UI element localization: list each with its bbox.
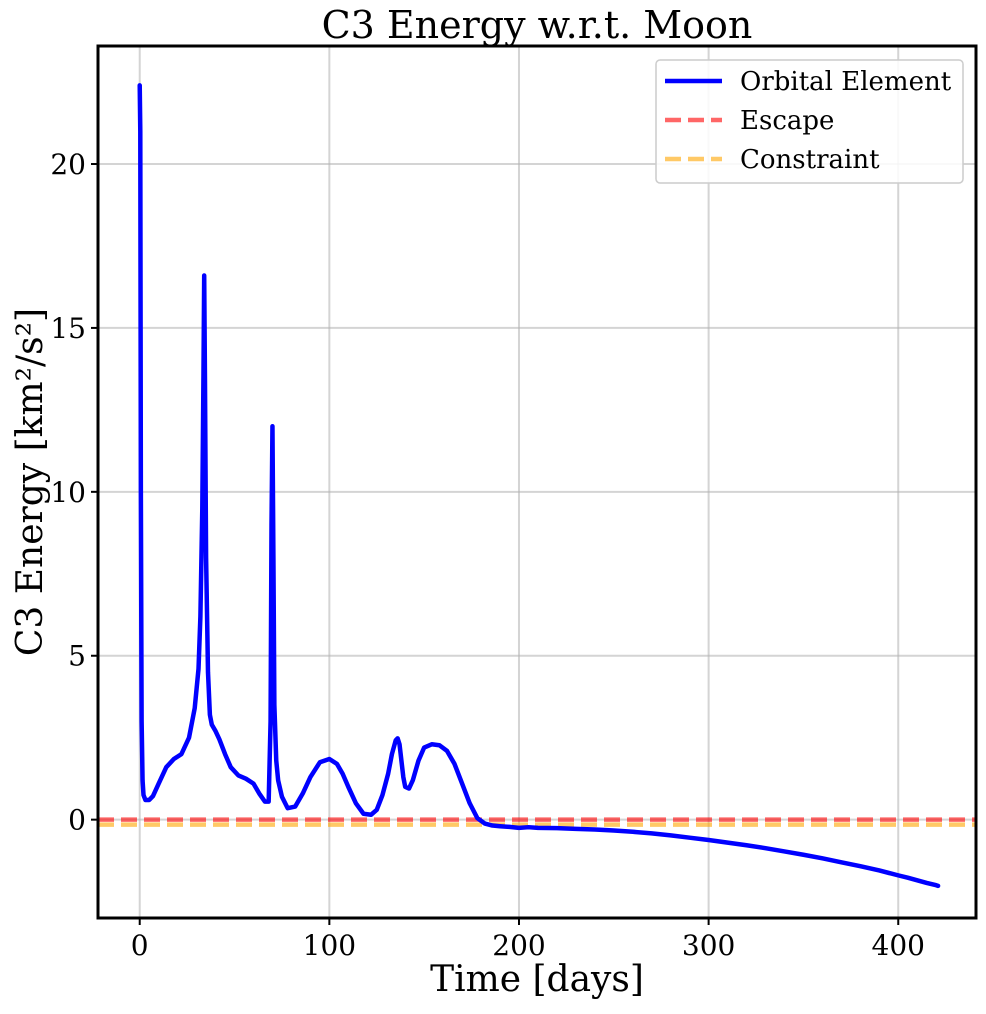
x-tick-label: 400 (872, 929, 925, 962)
y-tick-label: 10 (50, 476, 86, 509)
legend-label-escape: Escape (740, 106, 834, 136)
reference-lines (98, 817, 976, 827)
legend-box (655, 59, 964, 184)
legend-label-orbital-element: Orbital Element (740, 67, 952, 97)
x-tick-label: 300 (682, 929, 735, 962)
legend: Orbital Element Escape Constraint (655, 59, 964, 184)
x-axis-ticks: 0 100 200 300 400 (131, 918, 925, 962)
y-tick-label: 20 (50, 148, 86, 181)
series-layer (137, 83, 941, 889)
y-tick-label: 5 (68, 640, 86, 673)
plot-frame (96, 44, 978, 920)
x-tick-label: 0 (131, 929, 149, 962)
chart-title: C3 Energy w.r.t. Moon (322, 3, 753, 47)
x-tick-label: 100 (303, 929, 356, 962)
x-tick-label: 200 (492, 929, 545, 962)
y-tick-label: 0 (68, 804, 86, 837)
y-tick-label: 15 (50, 312, 86, 345)
y-axis-label: C3 Energy [km²/s²] (10, 308, 51, 656)
legend-label-constraint: Constraint (740, 145, 880, 175)
x-axis-label: Time [days] (430, 959, 644, 1000)
y-axis-ticks: 0 5 10 15 20 (50, 148, 98, 837)
series-line-orbital-element (137, 83, 941, 889)
